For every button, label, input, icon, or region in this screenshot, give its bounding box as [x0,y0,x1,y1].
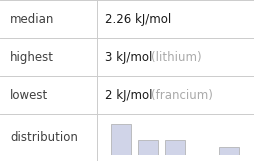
Text: 2.26 kJ/mol: 2.26 kJ/mol [105,13,171,25]
Text: lowest: lowest [10,89,48,101]
Text: (lithium): (lithium) [150,51,201,63]
Bar [111,124,131,155]
Text: 2 kJ/mol: 2 kJ/mol [105,89,152,101]
Text: median: median [10,13,54,25]
Text: distribution: distribution [10,131,77,144]
Text: (francium): (francium) [150,89,212,101]
Text: highest: highest [10,51,54,63]
Text: 3 kJ/mol: 3 kJ/mol [105,51,152,63]
Bar [164,140,184,155]
Bar [137,140,157,155]
Bar [218,147,238,155]
